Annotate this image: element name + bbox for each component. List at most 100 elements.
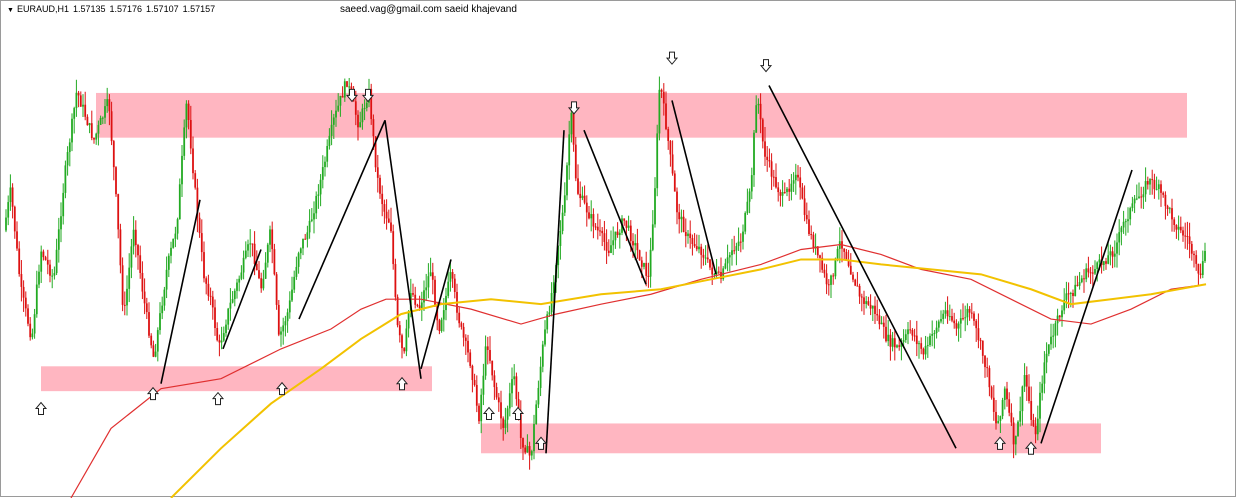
bull-candle <box>1127 219 1129 222</box>
bear-candle <box>592 214 595 227</box>
bull-candle <box>440 319 443 331</box>
bear-candle <box>667 129 670 141</box>
bear-candle <box>893 338 896 348</box>
bear-candle <box>253 243 256 264</box>
bear-candle <box>1162 192 1165 195</box>
bull-candle <box>935 327 938 334</box>
bear-candle <box>1140 196 1143 198</box>
bear-candle <box>1010 412 1013 423</box>
bull-candle <box>106 99 109 107</box>
bull-candle <box>181 155 183 185</box>
bull-candle <box>128 267 131 289</box>
bull-candle <box>449 272 452 282</box>
bull-candle <box>161 305 164 314</box>
bear-candle <box>605 241 608 251</box>
bull-candle <box>310 219 313 221</box>
bear-candle <box>117 194 120 230</box>
bull-candle <box>753 132 755 176</box>
bull-candle <box>918 343 920 345</box>
bear-candle <box>911 330 914 336</box>
bear-candle <box>370 88 373 120</box>
bear-candle <box>379 177 381 194</box>
bear-candle <box>218 340 221 343</box>
bull-candle <box>656 133 659 189</box>
arrow-up-icon <box>34 401 48 416</box>
bull-candle <box>288 300 291 313</box>
bull-candle <box>35 284 38 315</box>
bull-candle <box>315 195 318 214</box>
bear-candle <box>145 303 148 313</box>
bear-candle <box>574 144 577 179</box>
bull-candle <box>896 345 898 348</box>
bear-candle <box>992 397 995 412</box>
bear-candle <box>585 202 588 213</box>
bull-candle <box>51 275 54 277</box>
bull-candle <box>332 117 335 125</box>
bull-candle <box>130 246 133 268</box>
bear-candle <box>783 192 786 194</box>
bear-candle <box>1083 278 1085 280</box>
bull-candle <box>407 311 410 329</box>
bear-candle <box>260 278 263 289</box>
bull-candle <box>643 262 645 267</box>
bull-candle <box>559 230 562 246</box>
bull-candle <box>535 404 538 425</box>
bear-candle <box>273 249 276 275</box>
bull-candle <box>1078 282 1081 286</box>
bear-candle <box>462 326 465 338</box>
bear-candle <box>387 218 390 223</box>
bear-candle <box>788 188 791 192</box>
bull-candle <box>1039 392 1041 419</box>
bull-candle <box>1133 198 1136 204</box>
bear-candle <box>24 297 27 309</box>
bear-candle <box>955 323 958 329</box>
bull-candle <box>726 257 729 264</box>
bull-candle <box>363 107 366 109</box>
bear-candle <box>673 173 676 192</box>
bear-candle <box>995 411 997 424</box>
bull-candle <box>1063 299 1066 311</box>
bull-candle <box>156 330 159 352</box>
bull-candle <box>1094 268 1096 274</box>
bear-candle <box>898 345 901 347</box>
bear-candle <box>1076 284 1079 286</box>
bear-candle <box>392 231 395 265</box>
bull-candle <box>64 165 67 193</box>
bull-candle <box>566 165 568 196</box>
bear-candle <box>251 243 254 245</box>
bull-candle <box>1014 435 1017 445</box>
bull-candle <box>1102 261 1105 266</box>
bull-candle <box>154 351 157 357</box>
bear-candle <box>143 291 146 304</box>
bear-candle <box>29 323 32 338</box>
bull-candle <box>82 104 84 107</box>
bear-candle <box>255 263 258 271</box>
bull-candle <box>222 333 225 341</box>
bear-candle <box>464 337 467 341</box>
bear-candle <box>1179 226 1182 231</box>
bull-candle <box>244 250 247 258</box>
bear-candle <box>390 222 392 232</box>
bear-candle <box>86 116 89 126</box>
bear-candle <box>572 112 575 145</box>
bull-candle <box>423 290 425 303</box>
bull-candle <box>1144 181 1147 195</box>
bear-candle <box>478 405 480 422</box>
bear-candle <box>882 322 885 327</box>
bull-candle <box>614 231 617 241</box>
bull-candle <box>264 262 267 279</box>
arrow-up-icon <box>993 436 1007 450</box>
bear-candle <box>717 271 720 273</box>
bear-candle <box>577 178 579 194</box>
bear-candle <box>134 229 137 246</box>
bear-candle <box>150 335 153 346</box>
chart-menu-icon[interactable]: ▼ <box>7 7 14 14</box>
bull-candle <box>786 188 788 193</box>
bull-candle <box>233 290 236 300</box>
bear-candle <box>1164 194 1167 207</box>
bear-candle <box>500 402 502 419</box>
bull-candle <box>1131 203 1134 209</box>
bull-candle <box>176 219 179 234</box>
bear-candle <box>843 248 846 252</box>
bull-candle <box>942 313 945 320</box>
